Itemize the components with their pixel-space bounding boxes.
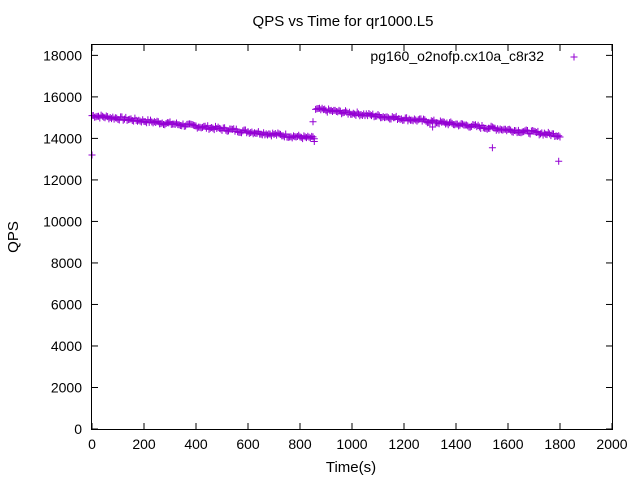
data-point bbox=[353, 108, 361, 116]
y-tick-label: 4000 bbox=[51, 338, 82, 354]
y-axis-label: QPS bbox=[5, 221, 22, 253]
x-tick-label: 1200 bbox=[388, 436, 419, 452]
y-tick-label: 18000 bbox=[43, 47, 82, 63]
x-tick-label: 2000 bbox=[596, 436, 627, 452]
x-tick-label: 800 bbox=[288, 436, 312, 452]
x-tick-label: 1800 bbox=[544, 436, 575, 452]
y-tick-label: 8000 bbox=[51, 255, 82, 271]
x-tick-label: 0 bbox=[88, 436, 96, 452]
data-point-outlier bbox=[310, 138, 318, 146]
chart-title: QPS vs Time for qr1000.L5 bbox=[253, 13, 434, 30]
x-tick-label: 600 bbox=[236, 436, 260, 452]
y-tick-label: 2000 bbox=[51, 379, 82, 395]
data-point-outlier bbox=[309, 118, 317, 126]
legend-label: pg160_o2nofp.cx10a_c8r32 bbox=[370, 48, 544, 64]
y-tick-label: 12000 bbox=[43, 172, 82, 188]
data-point-outlier bbox=[555, 157, 563, 165]
x-axis-label: Time(s) bbox=[326, 459, 376, 476]
y-tick-label: 16000 bbox=[43, 89, 82, 105]
legend-marker-plus bbox=[570, 53, 578, 61]
axis-ticks: 0 200 400 600 800 1000 1200 1400 1600 1800 2000 0 20… bbox=[43, 45, 628, 452]
y-tick-label: 14000 bbox=[43, 130, 82, 146]
y-tick-label: 10000 bbox=[43, 213, 82, 229]
x-tick-label: 400 bbox=[184, 436, 208, 452]
data-point-outlier bbox=[488, 144, 496, 152]
y-tick-label: 0 bbox=[74, 421, 82, 437]
legend: pg160_o2nofp.cx10a_c8r32 bbox=[370, 48, 578, 64]
data-point-outlier bbox=[514, 128, 522, 136]
data-point bbox=[555, 132, 563, 140]
legend-marker bbox=[570, 53, 578, 61]
x-tick-label: 200 bbox=[132, 436, 156, 452]
x-tick-label: 1400 bbox=[440, 436, 471, 452]
data-point-outlier bbox=[429, 123, 437, 131]
data-points bbox=[88, 104, 564, 165]
data-point bbox=[556, 133, 564, 141]
x-tick-label: 1000 bbox=[336, 436, 367, 452]
plot-frame bbox=[91, 44, 613, 430]
x-tick-label: 1600 bbox=[492, 436, 523, 452]
y-tick-label: 6000 bbox=[51, 296, 82, 312]
